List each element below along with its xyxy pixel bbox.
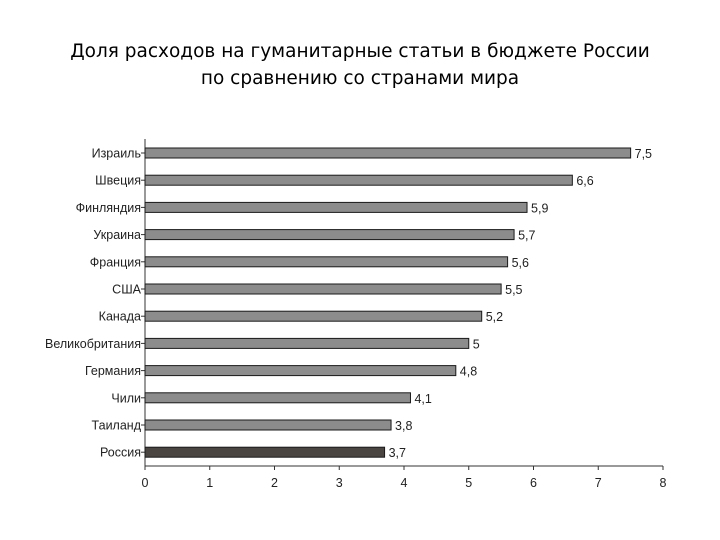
bar bbox=[144, 283, 502, 295]
category-label: Великобритания bbox=[45, 337, 141, 351]
data-label: 7,5 bbox=[635, 147, 652, 161]
bar bbox=[144, 337, 470, 349]
category-label: Финляндия bbox=[76, 201, 141, 215]
x-tick-label: 6 bbox=[530, 476, 537, 490]
category-label: Чили bbox=[111, 391, 141, 405]
bar bbox=[144, 256, 509, 268]
bar bbox=[144, 446, 386, 458]
data-label: 5,2 bbox=[486, 310, 503, 324]
category-label: Франция bbox=[90, 255, 141, 269]
x-tick-label: 4 bbox=[401, 476, 408, 490]
category-label: США bbox=[112, 283, 141, 297]
category-label: Канада bbox=[99, 310, 141, 324]
bar bbox=[144, 365, 457, 377]
bar bbox=[144, 392, 411, 404]
category-label: Швеция bbox=[95, 174, 141, 188]
category-label: Россия bbox=[100, 446, 141, 460]
data-label: 5,6 bbox=[512, 256, 529, 270]
category-label: Германия bbox=[85, 364, 141, 378]
category-label: Украина bbox=[93, 228, 141, 242]
title-line-1: Доля расходов на гуманитарные статьи в б… bbox=[70, 41, 650, 62]
bar bbox=[144, 174, 573, 186]
x-tick-label: 8 bbox=[660, 476, 667, 490]
category-label: Таиланд bbox=[92, 419, 142, 433]
data-label: 4,8 bbox=[460, 365, 477, 379]
data-label: 3,7 bbox=[389, 446, 406, 460]
x-tick-label: 0 bbox=[142, 476, 149, 490]
data-label: 5,5 bbox=[505, 283, 522, 297]
x-tick-label: 7 bbox=[595, 476, 602, 490]
bar bbox=[144, 229, 515, 241]
bar bbox=[144, 310, 483, 322]
x-tick-label: 1 bbox=[206, 476, 213, 490]
chart-title: Доля расходов на гуманитарные статьи в б… bbox=[0, 38, 720, 92]
data-label: 4,1 bbox=[414, 392, 431, 406]
data-label: 5,9 bbox=[531, 201, 548, 215]
data-label: 5 bbox=[473, 337, 480, 351]
data-label: 6,6 bbox=[576, 174, 593, 188]
data-label: 3,8 bbox=[395, 419, 412, 433]
bar bbox=[144, 147, 632, 159]
x-tick-label: 3 bbox=[336, 476, 343, 490]
bar bbox=[144, 419, 392, 431]
category-label: Израиль bbox=[92, 147, 141, 161]
x-tick-label: 2 bbox=[271, 476, 278, 490]
bar bbox=[144, 201, 528, 213]
title-line-2: по сравнению со странами мира bbox=[200, 68, 520, 89]
data-label: 5,7 bbox=[518, 229, 535, 243]
x-tick-label: 5 bbox=[465, 476, 472, 490]
